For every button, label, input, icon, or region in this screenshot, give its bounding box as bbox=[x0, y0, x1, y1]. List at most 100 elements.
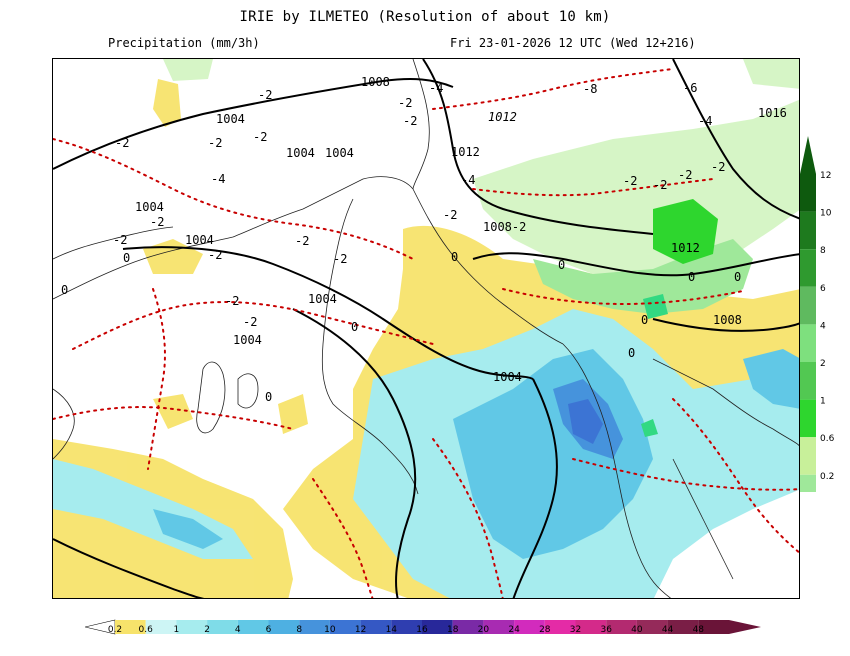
bottom-colorbar-label: 14 bbox=[386, 625, 398, 635]
green-area-spot2 bbox=[643, 294, 668, 319]
bottom-colorbar-label: 1 bbox=[174, 625, 180, 635]
temp-label: -2 bbox=[253, 130, 267, 144]
temp-label: 0 bbox=[351, 320, 358, 334]
temp-label: -8 bbox=[583, 82, 597, 96]
green-area-spot1 bbox=[653, 199, 718, 264]
right-colorbar-cell bbox=[800, 399, 816, 438]
right-colorbar-cell bbox=[800, 249, 816, 287]
isobar-label: 1004 bbox=[185, 233, 214, 247]
bottom-colorbar-cell bbox=[176, 620, 208, 634]
variable-label: Precipitation (mm/3h) bbox=[108, 36, 260, 50]
map-title: IRIE by ILMETEO (Resolution of about 10 … bbox=[239, 9, 611, 25]
right-colorbar-cell bbox=[800, 474, 816, 492]
isobar-label: 1012 bbox=[671, 241, 700, 255]
temp-label: -2 bbox=[295, 234, 309, 248]
right-colorbar-cell bbox=[800, 437, 816, 475]
bottom-colorbar-label: 10 bbox=[324, 625, 336, 635]
precip-area-core bbox=[568, 399, 603, 444]
temp-label: -2 bbox=[398, 96, 412, 110]
temp-label: 0 bbox=[123, 251, 130, 265]
temp-label: -2 bbox=[258, 88, 272, 102]
isobar-label: 1008-2 bbox=[483, 220, 526, 234]
temp-label: -2 bbox=[443, 208, 457, 222]
temp-label: -2 bbox=[225, 294, 239, 308]
bottom-colorbar-label: 44 bbox=[662, 625, 674, 635]
temp-label: -2 bbox=[653, 178, 667, 192]
bottom-colorbar-label: 24 bbox=[508, 625, 520, 635]
temp-label: -2 bbox=[623, 174, 637, 188]
bottom-colorbar-cell bbox=[115, 620, 146, 634]
temp-label: -4 bbox=[461, 173, 475, 187]
temp-label: 0 bbox=[451, 250, 458, 264]
bottom-colorbar-cell bbox=[329, 620, 361, 634]
right-colorbar-arrow bbox=[800, 136, 816, 174]
isobar-label: 1004 bbox=[286, 146, 315, 160]
right-colorbar-label: 10 bbox=[820, 209, 832, 219]
bottom-colorbar-cell bbox=[422, 620, 453, 634]
bottom-colorbar-label: 20 bbox=[478, 625, 490, 635]
bottom-colorbar-label: 32 bbox=[570, 625, 581, 635]
isobar-labels: 1008 1012 1016 1004 1004 1004 1004 1008-… bbox=[135, 75, 787, 384]
isobar-label: 1004 bbox=[308, 292, 337, 306]
bottom-colorbar-cell bbox=[544, 620, 576, 634]
isobar-label: 1016 bbox=[758, 106, 787, 120]
temp-label: 0 bbox=[688, 270, 695, 284]
temp-label: -2 bbox=[678, 168, 692, 182]
right-colorbar-cell bbox=[800, 174, 816, 212]
right-colorbar-cell bbox=[800, 362, 816, 400]
bottom-colorbar-label: 40 bbox=[631, 625, 643, 635]
bottom-colorbar: 0.2 0.6 1 2 4 6 8 10 12 14 16 18 20 24 28 32 36 40 44 48 bbox=[85, 619, 761, 635]
temp-label: -6 bbox=[683, 81, 697, 95]
bottom-colorbar-label: 6 bbox=[266, 625, 272, 635]
right-colorbar-label: 6 bbox=[820, 284, 826, 294]
temp-label: 0 bbox=[265, 390, 272, 404]
right-colorbar-cell bbox=[800, 211, 816, 250]
bottom-colorbar-cell bbox=[268, 620, 300, 634]
green-area-north2 bbox=[163, 59, 213, 81]
bottom-colorbar-arrow-right bbox=[729, 620, 761, 634]
precip-layer-heavy bbox=[53, 309, 799, 598]
bottom-colorbar-cell bbox=[636, 620, 668, 634]
temp-label: -2 bbox=[711, 160, 725, 174]
bottom-colorbar-cell bbox=[391, 620, 422, 634]
green-area-spot3 bbox=[641, 419, 658, 437]
bottom-colorbar-cell bbox=[237, 620, 269, 634]
temperature-labels: -2 -2 -2 -2 -2 -2 -4 -4 -6 -8 -4 -4 -2 -… bbox=[61, 81, 741, 404]
isobar-label: 1012 bbox=[488, 110, 517, 124]
bottom-colorbar-label: 28 bbox=[539, 625, 551, 635]
right-colorbar-label: 2 bbox=[820, 359, 826, 369]
isobar-label: 1004 bbox=[135, 200, 164, 214]
precip-area-small4 bbox=[278, 394, 308, 434]
bottom-colorbar-cell bbox=[207, 620, 238, 634]
precip-area-small3 bbox=[153, 394, 193, 429]
bottom-colorbar-label: 18 bbox=[447, 625, 459, 635]
bottom-colorbar-label: 2 bbox=[204, 625, 210, 635]
temp-label: -4 bbox=[429, 81, 443, 95]
valid-time-label: Fri 23-01-2026 12 UTC (Wed 12+216) bbox=[450, 36, 696, 50]
weather-map: 1008 1012 1016 1004 1004 1004 1004 1008-… bbox=[52, 58, 800, 599]
temp-label: 0 bbox=[558, 258, 565, 272]
temperature-lines bbox=[53, 68, 799, 598]
bottom-colorbar-label: 12 bbox=[355, 625, 366, 635]
temp-label: -2 bbox=[208, 136, 222, 150]
temp-label: 0 bbox=[61, 283, 68, 297]
right-colorbar-label: 12 bbox=[820, 171, 831, 181]
right-colorbar-label: 0.2 bbox=[820, 472, 834, 482]
precip-area-small1 bbox=[153, 79, 181, 127]
temp-label: -2 bbox=[403, 114, 417, 128]
green-area-north3 bbox=[743, 59, 799, 89]
right-colorbar-label: 1 bbox=[820, 397, 826, 407]
isobar-label: 1004 bbox=[233, 333, 262, 347]
temp-label: -2 bbox=[115, 136, 129, 150]
temp-label: 0 bbox=[641, 313, 648, 327]
bottom-colorbar-label: 48 bbox=[693, 625, 705, 635]
isobars bbox=[53, 59, 799, 598]
isobar-label: 1012 bbox=[451, 145, 480, 159]
bottom-colorbar-cell bbox=[514, 620, 545, 634]
isobar-label: 1004 bbox=[216, 112, 245, 126]
bottom-colorbar-cell bbox=[452, 620, 484, 634]
bottom-colorbar-cell bbox=[145, 620, 177, 634]
bottom-colorbar-label: 16 bbox=[416, 625, 428, 635]
temp-label: -4 bbox=[698, 114, 712, 128]
right-colorbar-cell bbox=[800, 286, 816, 325]
